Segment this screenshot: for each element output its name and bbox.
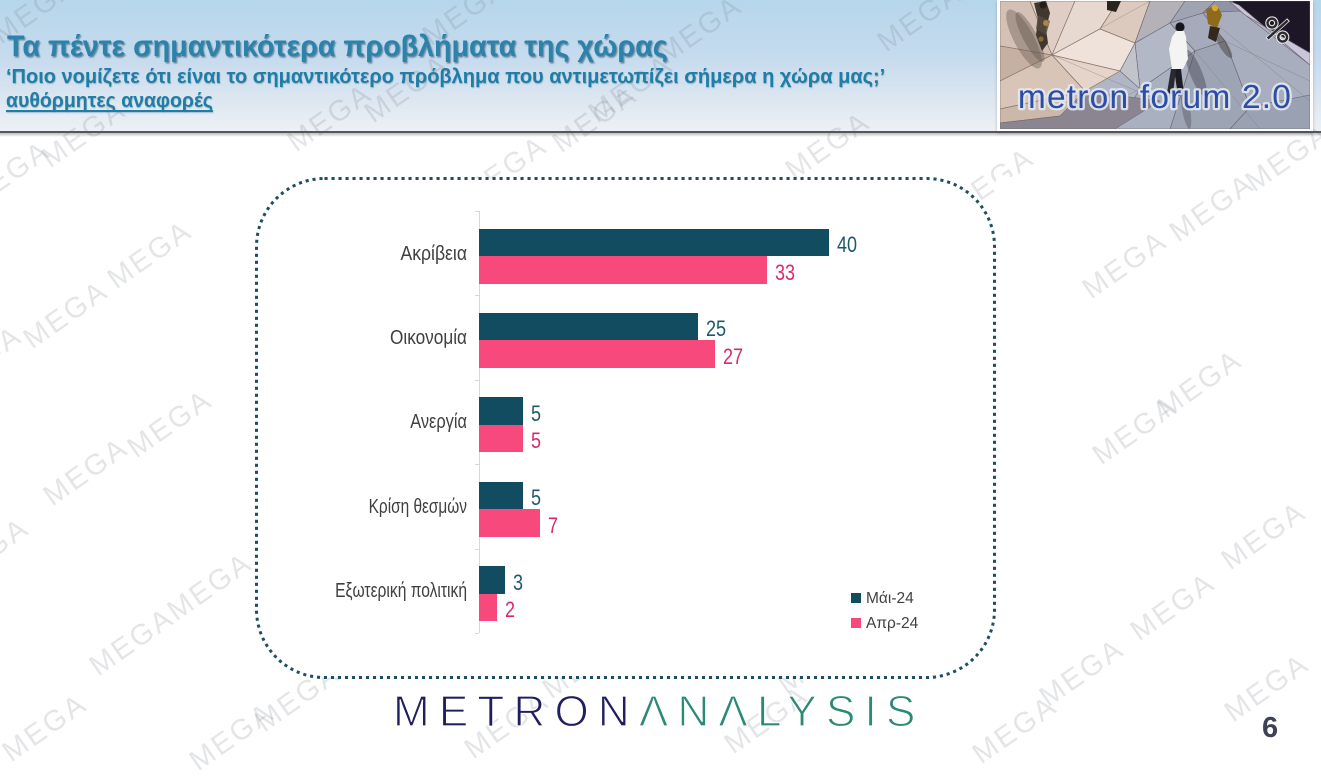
svg-text:metron forum 2.0: metron forum 2.0 [1018, 79, 1292, 116]
svg-text:metron forum 2.0: metron forum 2.0 [1018, 79, 1292, 116]
